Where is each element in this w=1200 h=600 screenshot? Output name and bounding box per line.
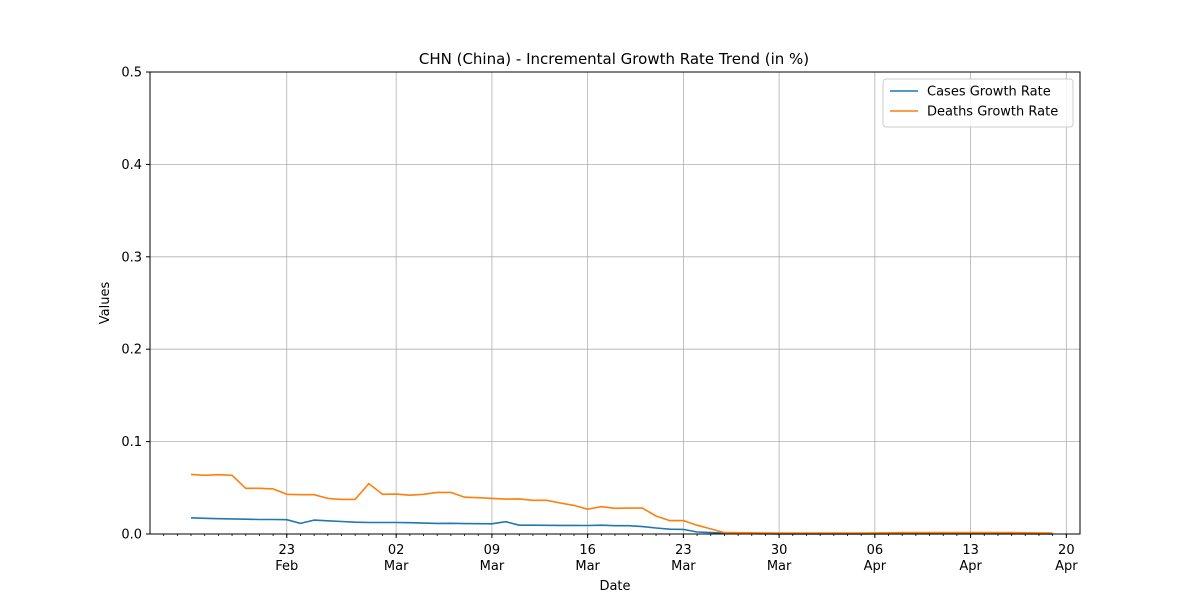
y-tick-label: 0.1 bbox=[121, 435, 142, 450]
x-tick-label-day: 23 bbox=[278, 543, 295, 558]
y-tick-label: 0.0 bbox=[121, 528, 142, 543]
series-line-1 bbox=[190, 473, 1053, 534]
x-tick-label-month: Mar bbox=[575, 559, 600, 574]
y-axis-label: Values bbox=[98, 282, 113, 325]
chart-title: CHN (China) - Incremental Growth Rate Tr… bbox=[419, 50, 809, 68]
y-tick-label: 0.2 bbox=[121, 343, 142, 358]
x-tick-label-day: 20 bbox=[1058, 543, 1075, 558]
y-tick-label: 0.3 bbox=[121, 250, 142, 265]
series-group bbox=[190, 473, 1053, 535]
x-tick-label-day: 09 bbox=[484, 543, 501, 558]
x-tick-label-day: 30 bbox=[771, 543, 788, 558]
y-tick-label: 0.5 bbox=[121, 66, 142, 81]
x-axis: 23Feb02Mar09Mar16Mar23Mar30Mar06Apr13Apr… bbox=[163, 534, 1078, 574]
x-tick-label-month: Mar bbox=[767, 559, 792, 574]
x-tick-label-day: 16 bbox=[579, 543, 596, 558]
x-tick-label-month: Apr bbox=[864, 559, 887, 574]
x-tick-label-day: 13 bbox=[962, 543, 979, 558]
x-tick-label-month: Mar bbox=[671, 559, 696, 574]
legend: Cases Growth Rate Deaths Growth Rate bbox=[882, 78, 1074, 128]
x-tick-label-day: 02 bbox=[388, 543, 405, 558]
legend-label: Deaths Growth Rate bbox=[927, 105, 1058, 120]
legend-label: Cases Growth Rate bbox=[927, 85, 1051, 100]
grid bbox=[150, 71, 1080, 535]
x-tick-label-day: 23 bbox=[675, 543, 692, 558]
x-tick-label-day: 06 bbox=[867, 543, 884, 558]
y-tick-label: 0.4 bbox=[121, 158, 142, 173]
x-tick-label-month: Mar bbox=[384, 559, 409, 574]
x-tick-label-month: Apr bbox=[959, 559, 982, 574]
legend-box bbox=[882, 78, 1074, 128]
x-tick-label-month: Mar bbox=[480, 559, 505, 574]
y-axis: 0.0 0.1 0.2 0.3 0.4 0.5 bbox=[121, 66, 150, 543]
x-tick-label-month: Apr bbox=[1055, 559, 1078, 574]
x-tick-label-month: Feb bbox=[275, 559, 298, 574]
x-axis-label: Date bbox=[599, 579, 630, 594]
